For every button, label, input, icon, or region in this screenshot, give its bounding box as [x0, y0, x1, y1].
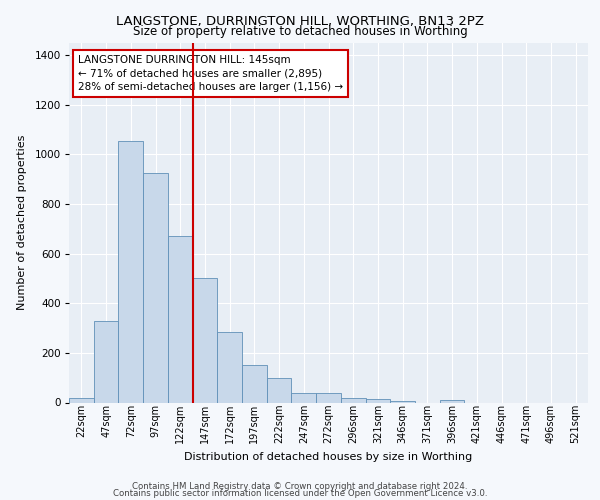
Y-axis label: Number of detached properties: Number of detached properties: [17, 135, 28, 310]
X-axis label: Distribution of detached houses by size in Worthing: Distribution of detached houses by size …: [184, 452, 473, 462]
Text: LANGSTONE, DURRINGTON HILL, WORTHING, BN13 2PZ: LANGSTONE, DURRINGTON HILL, WORTHING, BN…: [116, 15, 484, 28]
Bar: [168, 236, 193, 402]
Bar: [193, 278, 217, 402]
Text: Contains HM Land Registry data © Crown copyright and database right 2024.: Contains HM Land Registry data © Crown c…: [132, 482, 468, 491]
Bar: [143, 173, 168, 402]
Bar: [440, 400, 464, 402]
Text: Size of property relative to detached houses in Worthing: Size of property relative to detached ho…: [133, 25, 467, 38]
Bar: [365, 399, 390, 402]
Bar: [316, 392, 341, 402]
Text: LANGSTONE DURRINGTON HILL: 145sqm
← 71% of detached houses are smaller (2,895)
2: LANGSTONE DURRINGTON HILL: 145sqm ← 71% …: [78, 55, 343, 92]
Bar: [242, 366, 267, 403]
Bar: [69, 398, 94, 402]
Bar: [217, 332, 242, 402]
Bar: [267, 378, 292, 402]
Bar: [292, 392, 316, 402]
Bar: [118, 140, 143, 402]
Bar: [341, 398, 365, 402]
Bar: [390, 400, 415, 402]
Text: Contains public sector information licensed under the Open Government Licence v3: Contains public sector information licen…: [113, 488, 487, 498]
Bar: [94, 320, 118, 402]
